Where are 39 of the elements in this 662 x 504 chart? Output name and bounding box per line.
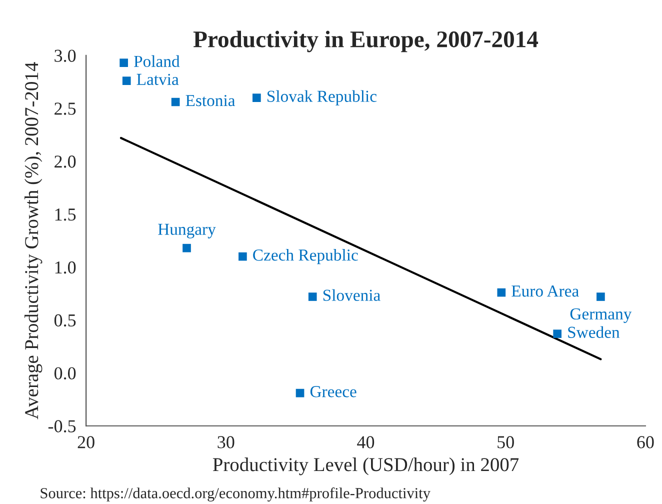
x-axis-title: Productivity Level (USD/hour) in 2007 bbox=[212, 458, 519, 476]
y-tick-label: 0.5 bbox=[54, 314, 76, 327]
y-tick-label: 1.0 bbox=[55, 261, 76, 274]
annotation: Czech Republic bbox=[253, 248, 358, 264]
y-axis-title: Average Productivity Growth (%), 2007-2014 bbox=[24, 62, 42, 420]
point bbox=[553, 330, 562, 338]
annotation: Estonia bbox=[186, 94, 236, 106]
point bbox=[120, 58, 128, 68]
annotation: Poland bbox=[134, 55, 180, 68]
point bbox=[308, 292, 317, 301]
point bbox=[171, 98, 180, 106]
x-tick-label: 60 bbox=[637, 436, 654, 448]
y-tick-label: 0.0 bbox=[54, 367, 76, 380]
point bbox=[296, 388, 304, 398]
annotation: Hungary bbox=[158, 224, 216, 238]
point bbox=[238, 252, 247, 261]
y-tick-label: 2.0 bbox=[54, 156, 76, 168]
point bbox=[497, 288, 506, 297]
annotation: Sweden bbox=[568, 326, 620, 338]
y-tick-label: -0.5 bbox=[48, 420, 76, 432]
point bbox=[182, 244, 191, 252]
source-note: Source: https://data.oecd.org/economy.htm#profile-Productivity bbox=[40, 487, 430, 502]
chart-title: Productivity in Europe, 2007-2014 bbox=[193, 30, 538, 52]
annotation: Euro Area bbox=[512, 286, 579, 297]
point bbox=[596, 292, 605, 301]
x-tick-label: 50 bbox=[498, 436, 514, 448]
annotation: Latvia bbox=[136, 74, 179, 86]
x-tick-label: 40 bbox=[357, 436, 374, 448]
annotation: Slovak Republic bbox=[268, 90, 377, 106]
y-tick-label: 3.0 bbox=[54, 50, 76, 62]
annotation: Germany bbox=[570, 308, 632, 323]
point bbox=[252, 94, 261, 102]
y-tick-label: 2.5 bbox=[54, 102, 76, 115]
y-tick-label: 1.5 bbox=[55, 208, 76, 221]
annotation: Greece bbox=[310, 386, 356, 398]
annotation: Slovenia bbox=[323, 289, 380, 301]
x-tick-label: 20 bbox=[78, 436, 94, 448]
point bbox=[122, 76, 131, 86]
x-tick-label: 30 bbox=[218, 436, 234, 448]
